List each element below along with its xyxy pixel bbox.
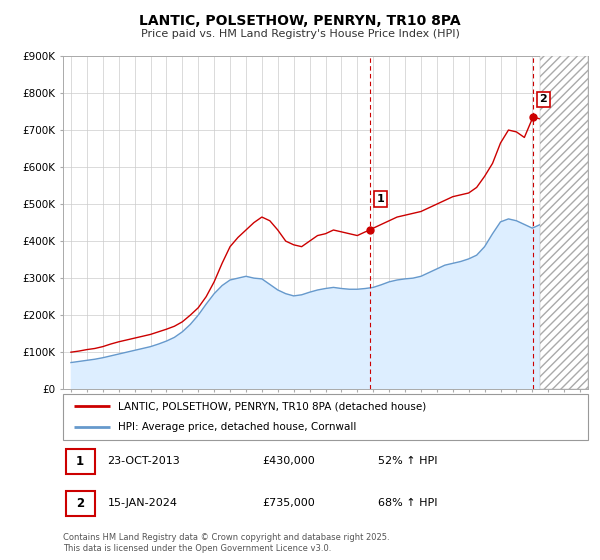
Text: 23-OCT-2013: 23-OCT-2013 xyxy=(107,456,181,466)
Text: HPI: Average price, detached house, Cornwall: HPI: Average price, detached house, Corn… xyxy=(118,422,356,432)
Text: 1: 1 xyxy=(377,194,385,204)
Text: 68% ↑ HPI: 68% ↑ HPI xyxy=(378,498,437,508)
Text: LANTIC, POLSETHOW, PENRYN, TR10 8PA (detached house): LANTIC, POLSETHOW, PENRYN, TR10 8PA (det… xyxy=(118,401,427,411)
Bar xyxy=(65,449,95,474)
Text: 52% ↑ HPI: 52% ↑ HPI xyxy=(378,456,437,466)
Text: 2: 2 xyxy=(539,94,547,104)
Text: Price paid vs. HM Land Registry's House Price Index (HPI): Price paid vs. HM Land Registry's House … xyxy=(140,29,460,39)
Bar xyxy=(65,491,95,516)
Text: LANTIC, POLSETHOW, PENRYN, TR10 8PA: LANTIC, POLSETHOW, PENRYN, TR10 8PA xyxy=(139,14,461,28)
Text: 2: 2 xyxy=(76,497,84,510)
Text: Contains HM Land Registry data © Crown copyright and database right 2025.
This d: Contains HM Land Registry data © Crown c… xyxy=(63,533,389,553)
Text: 15-JAN-2024: 15-JAN-2024 xyxy=(107,498,178,508)
Text: £430,000: £430,000 xyxy=(263,456,315,466)
Text: 1: 1 xyxy=(76,455,84,468)
Text: £735,000: £735,000 xyxy=(263,498,315,508)
